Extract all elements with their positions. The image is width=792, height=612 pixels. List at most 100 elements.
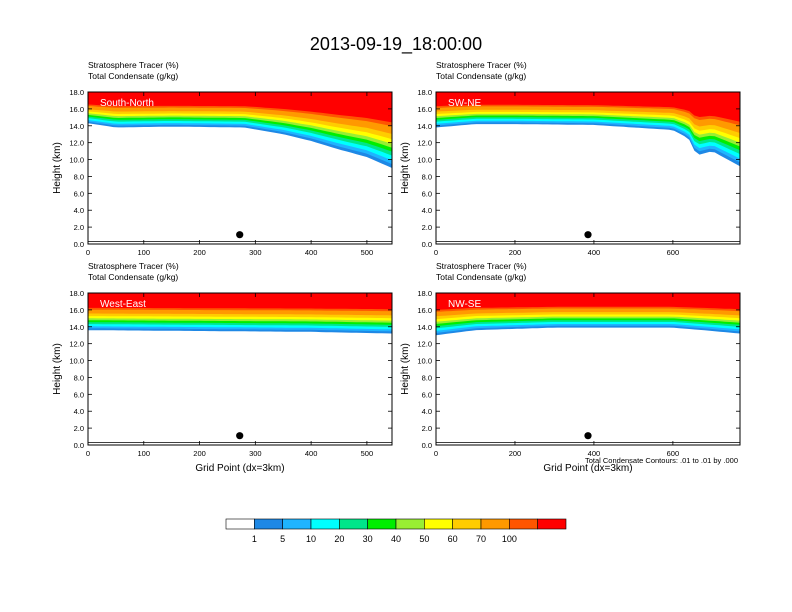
- plot-frame: [435, 292, 741, 446]
- y-tick-label: 2.0: [422, 223, 432, 232]
- y-tick-label: 18.0: [417, 88, 432, 97]
- y-tick-label: 18.0: [69, 88, 84, 97]
- x-tick-label: 0: [434, 248, 438, 257]
- y-tick-label: 8.0: [422, 172, 432, 181]
- panel-header: Stratosphere Tracer (%): [88, 60, 179, 70]
- plot-frame: [87, 91, 393, 245]
- colorbar-swatch: [395, 518, 425, 530]
- panel-west-east: West-East Stratosphere Tracer (%)Total Co…: [52, 261, 393, 474]
- colorbar-swatch: [339, 518, 368, 530]
- y-tick-label: 18.0: [417, 289, 432, 298]
- y-tick-label: 0.0: [74, 441, 84, 450]
- y-tick-label: 6.0: [74, 189, 84, 198]
- y-tick-label: 10.0: [417, 357, 432, 366]
- x-axis-label: Grid Point (dx=3km): [543, 463, 632, 474]
- x-tick-label: 200: [193, 248, 206, 257]
- y-tick-label: 14.0: [69, 323, 84, 332]
- y-tick-label: 12.0: [69, 139, 84, 148]
- colorbar-swatch: [537, 518, 567, 530]
- x-tick-label: 600: [667, 248, 680, 257]
- colorbar-label: 10: [306, 534, 316, 544]
- colorbar-swatch: [424, 518, 453, 530]
- y-tick-label: 0.0: [74, 240, 84, 249]
- colorbar-swatch: [480, 518, 510, 530]
- y-tick-label: 2.0: [74, 223, 84, 232]
- y-tick-label: 8.0: [74, 373, 84, 382]
- y-tick-label: 10.0: [417, 156, 432, 165]
- colorbar-label: 1: [252, 534, 257, 544]
- y-axis-label: Height (km): [52, 343, 63, 395]
- y-tick-label: 14.0: [417, 122, 432, 131]
- y-tick-label: 2.0: [74, 424, 84, 433]
- panel-label: West-East: [100, 299, 146, 310]
- x-tick-label: 400: [588, 449, 601, 458]
- colorbar: 1 5 10 20 30 40 50 60 70 100: [225, 518, 567, 544]
- panel-header: Stratosphere Tracer (%): [436, 261, 527, 271]
- y-tick-label: 8.0: [74, 172, 84, 181]
- colorbar-label: 60: [448, 534, 458, 544]
- plot-frame: [435, 91, 741, 245]
- location-marker: [236, 432, 244, 440]
- y-tick-label: 12.0: [417, 139, 432, 148]
- panel-label: South-North: [100, 98, 154, 109]
- colorbar-label: 20: [334, 534, 344, 544]
- panel-sw-ne: SW-NE Stratosphere Tracer (%)Total Conden…: [400, 60, 741, 257]
- colorbar-swatch: [254, 518, 283, 530]
- plot-area: [436, 293, 740, 445]
- tracer-band: [436, 92, 740, 122]
- plot-frame: [87, 292, 393, 446]
- y-tick-label: 4.0: [74, 407, 84, 416]
- y-tick-label: 16.0: [69, 306, 84, 315]
- colorbar-swatch: [282, 518, 312, 530]
- x-tick-label: 0: [86, 449, 90, 458]
- location-marker: [236, 231, 244, 239]
- figure-title: 2013-09-19_18:00:00: [310, 34, 482, 55]
- x-tick-label: 200: [509, 248, 522, 257]
- panel-label: NW-SE: [448, 299, 481, 310]
- x-tick-label: 200: [509, 449, 522, 458]
- panel-header: Total Condensate (g/kg): [436, 272, 526, 282]
- x-tick-label: 300: [249, 449, 262, 458]
- x-tick-label: 500: [361, 248, 374, 257]
- y-tick-label: 0.0: [422, 441, 432, 450]
- x-tick-label: 400: [588, 248, 601, 257]
- x-tick-label: 0: [434, 449, 438, 458]
- x-tick-label: 400: [305, 248, 318, 257]
- x-tick-label: 100: [138, 449, 151, 458]
- tracer-band: [436, 293, 740, 310]
- x-tick-label: 200: [193, 449, 206, 458]
- panel-south-north: South-North Stratosphere Tracer (%)Total …: [52, 60, 393, 257]
- tracer-band: [88, 92, 392, 123]
- y-tick-label: 6.0: [74, 390, 84, 399]
- y-tick-label: 2.0: [422, 424, 432, 433]
- x-tick-label: 0: [86, 248, 90, 257]
- y-axis-label: Height (km): [400, 343, 411, 395]
- panel-header: Total Condensate (g/kg): [88, 71, 178, 81]
- colorbar-label: 70: [476, 534, 486, 544]
- colorbar-swatch: [225, 518, 255, 530]
- y-tick-label: 0.0: [422, 240, 432, 249]
- x-tick-label: 400: [305, 449, 318, 458]
- location-marker: [584, 432, 592, 440]
- colorbar-label: 5: [280, 534, 285, 544]
- panel-header: Stratosphere Tracer (%): [88, 261, 179, 271]
- x-axis-label: Grid Point (dx=3km): [195, 463, 284, 474]
- y-tick-label: 14.0: [417, 323, 432, 332]
- y-tick-label: 4.0: [74, 206, 84, 215]
- plot-area: [436, 92, 740, 244]
- y-tick-label: 6.0: [422, 189, 432, 198]
- footnote: Total Condensate Contours: .01 to .01 by…: [585, 456, 738, 465]
- y-tick-label: 12.0: [417, 340, 432, 349]
- y-tick-label: 18.0: [69, 289, 84, 298]
- colorbar-swatch: [509, 518, 538, 530]
- location-marker: [584, 231, 592, 239]
- y-axis-label: Height (km): [400, 142, 411, 194]
- y-tick-label: 4.0: [422, 407, 432, 416]
- y-tick-label: 8.0: [422, 373, 432, 382]
- colorbar-label: 50: [419, 534, 429, 544]
- x-tick-label: 300: [249, 248, 262, 257]
- panel-header: Total Condensate (g/kg): [436, 71, 526, 81]
- y-tick-label: 16.0: [417, 306, 432, 315]
